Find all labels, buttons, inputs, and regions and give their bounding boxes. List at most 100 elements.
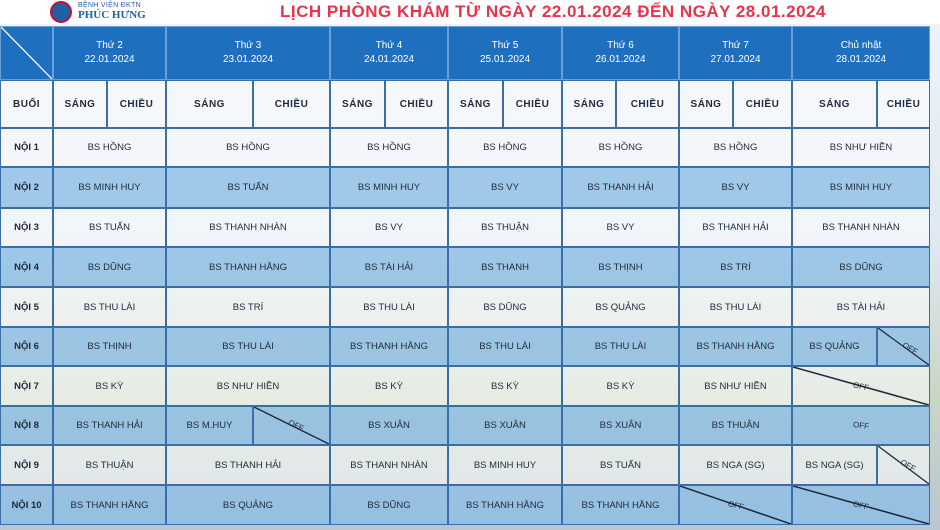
schedule-cell: BS TUẤN: [166, 167, 330, 208]
schedule-cell: BS TUẤN: [562, 445, 679, 485]
schedule-cell: BS THANH HẰNG: [53, 485, 166, 525]
schedule-cell: BS THANH HẢI: [562, 167, 679, 208]
schedule-cell: BS THANH NHÀN: [330, 445, 448, 485]
day-header-sat: Thứ 7 27.01.2024: [679, 26, 792, 80]
schedule-cell: BS XUÂN: [562, 406, 679, 445]
logo-line2: PHÚC HƯNG: [78, 9, 146, 21]
off-cell: OFF: [253, 406, 330, 445]
schedule-cell: BS THANH HẰNG: [448, 485, 562, 525]
header-bar: BỆNH VIỆN ĐKTN PHÚC HƯNG LỊCH PHÒNG KHÁM…: [0, 0, 940, 24]
afternoon-label: CHIỀU: [616, 80, 679, 128]
schedule-cell: BS NGA (SG): [679, 445, 792, 485]
day-header-thu: Thứ 5 25.01.2024: [448, 26, 562, 80]
schedule-cell: BS THU LÀI: [53, 287, 166, 327]
schedule-cell: BS NGA (SG): [792, 445, 877, 485]
page-title: LỊCH PHÒNG KHÁM TỪ NGÀY 22.01.2024 ĐẾN N…: [280, 2, 826, 21]
schedule-cell: BS THANH HẢI: [679, 208, 792, 247]
schedule-cell: BS KỲ: [53, 366, 166, 406]
afternoon-label: CHIỀU: [107, 80, 166, 128]
logo-line1: BỆNH VIỆN ĐKTN: [78, 2, 141, 9]
row-label: NỘI 5: [0, 287, 53, 327]
day-header-mon: Thứ 2 22.01.2024: [53, 26, 166, 80]
schedule-cell: BS THANH HẰNG: [679, 327, 792, 366]
day-header-wed: Thứ 4 24.01.2024: [330, 26, 448, 80]
schedule-cell: BS DŨNG: [792, 247, 930, 287]
schedule-cell: BS TRÍ: [679, 247, 792, 287]
schedule-cell: BS THỊNH: [53, 327, 166, 366]
off-cell: OFF: [792, 485, 930, 525]
schedule-cell: BS THU LÀI: [448, 327, 562, 366]
schedule-cell: BS THANH HẢI: [53, 406, 166, 445]
schedule-cell: BS THANH HẰNG: [562, 485, 679, 525]
morning-label: SÁNG: [166, 80, 253, 128]
schedule-cell: BS MINH HUY: [53, 167, 166, 208]
off-cell: OFF: [792, 406, 930, 445]
schedule-cell: BS VY: [679, 167, 792, 208]
schedule-table: Thứ 2 22.01.2024 Thứ 3 23.01.2024 Thứ 4 24.…: [0, 26, 940, 530]
schedule-cell: BS KỲ: [448, 366, 562, 406]
schedule-cell: BS DŨNG: [53, 247, 166, 287]
row-label: NỘI 6: [0, 327, 53, 366]
day-header-sun: Chủ nhật 28.01.2024: [792, 26, 930, 80]
schedule-cell: BS MINH HUY: [792, 167, 930, 208]
row-label: NỘI 8: [0, 406, 53, 445]
schedule-cell: BS HỒNG: [166, 128, 330, 167]
schedule-cell: BS HỒNG: [562, 128, 679, 167]
schedule-cell: BS MINH HUY: [448, 445, 562, 485]
off-cell: OFF: [877, 445, 930, 485]
schedule-cell: BS THUẬN: [679, 406, 792, 445]
schedule-cell: BS NHƯ HIỀN: [679, 366, 792, 406]
schedule-cell: BS HỒNG: [53, 128, 166, 167]
schedule-cell: BS KỲ: [330, 366, 448, 406]
morning-label: SÁNG: [330, 80, 385, 128]
afternoon-label: CHIỀU: [503, 80, 562, 128]
schedule-cell: BS THANH HẢI: [166, 445, 330, 485]
session-header: BUỔI: [0, 80, 53, 128]
schedule-cell: BS HỒNG: [448, 128, 562, 167]
morning-label: SÁNG: [53, 80, 107, 128]
schedule-cell: BS QUẢNG: [562, 287, 679, 327]
schedule-cell: BS THANH HẰNG: [330, 327, 448, 366]
corner-cell: [0, 26, 53, 80]
schedule-cell: BS THỊNH: [562, 247, 679, 287]
schedule-cell: BS M.HUY: [166, 406, 253, 445]
morning-label: SÁNG: [792, 80, 877, 128]
morning-label: SÁNG: [679, 80, 733, 128]
schedule-cell: BS QUẢNG: [792, 327, 877, 366]
off-cell: OFF: [877, 327, 930, 366]
off-cell: OFF: [679, 485, 792, 525]
row-label: NỘI 2: [0, 167, 53, 208]
schedule-cell: BS NHƯ HIỀN: [792, 128, 930, 167]
schedule-cell: BS THANH HẰNG: [166, 247, 330, 287]
schedule-cell: BS THANH NHÀN: [792, 208, 930, 247]
row-label: NỘI 7: [0, 366, 53, 406]
schedule-cell: BS THUẬN: [53, 445, 166, 485]
schedule-cell: BS HỒNG: [679, 128, 792, 167]
afternoon-label: CHIỀU: [385, 80, 448, 128]
schedule-cell: BS HỒNG: [330, 128, 448, 167]
schedule-cell: BS NHƯ HIỀN: [166, 366, 330, 406]
day-header-tue: Thứ 3 23.01.2024: [166, 26, 330, 80]
schedule-cell: BS THU LÀI: [562, 327, 679, 366]
schedule-cell: BS DŨNG: [448, 287, 562, 327]
schedule-cell: BS MINH HUY: [330, 167, 448, 208]
schedule-cell: BS VY: [330, 208, 448, 247]
schedule-cell: BS VY: [562, 208, 679, 247]
row-label: NỘI 9: [0, 445, 53, 485]
schedule-cell: BS QUẢNG: [166, 485, 330, 525]
schedule-cell: BS THANH: [448, 247, 562, 287]
schedule-cell: BS VY: [448, 167, 562, 208]
schedule-cell: BS THANH NHÀN: [166, 208, 330, 247]
row-label: NỘI 1: [0, 128, 53, 167]
schedule-cell: BS THUẬN: [448, 208, 562, 247]
schedule-cell: BS XUÂN: [448, 406, 562, 445]
afternoon-label: CHIỀU: [253, 80, 330, 128]
afternoon-label: CHIỀU: [733, 80, 792, 128]
morning-label: SÁNG: [448, 80, 503, 128]
row-label: NỘI 4: [0, 247, 53, 287]
schedule-cell: BS TÀI HẢI: [792, 287, 930, 327]
schedule-cell: BS TRÍ: [166, 287, 330, 327]
hospital-logo-icon: [50, 1, 72, 23]
schedule-cell: BS THU LÀI: [330, 287, 448, 327]
row-label: NỘI 10: [0, 485, 53, 525]
